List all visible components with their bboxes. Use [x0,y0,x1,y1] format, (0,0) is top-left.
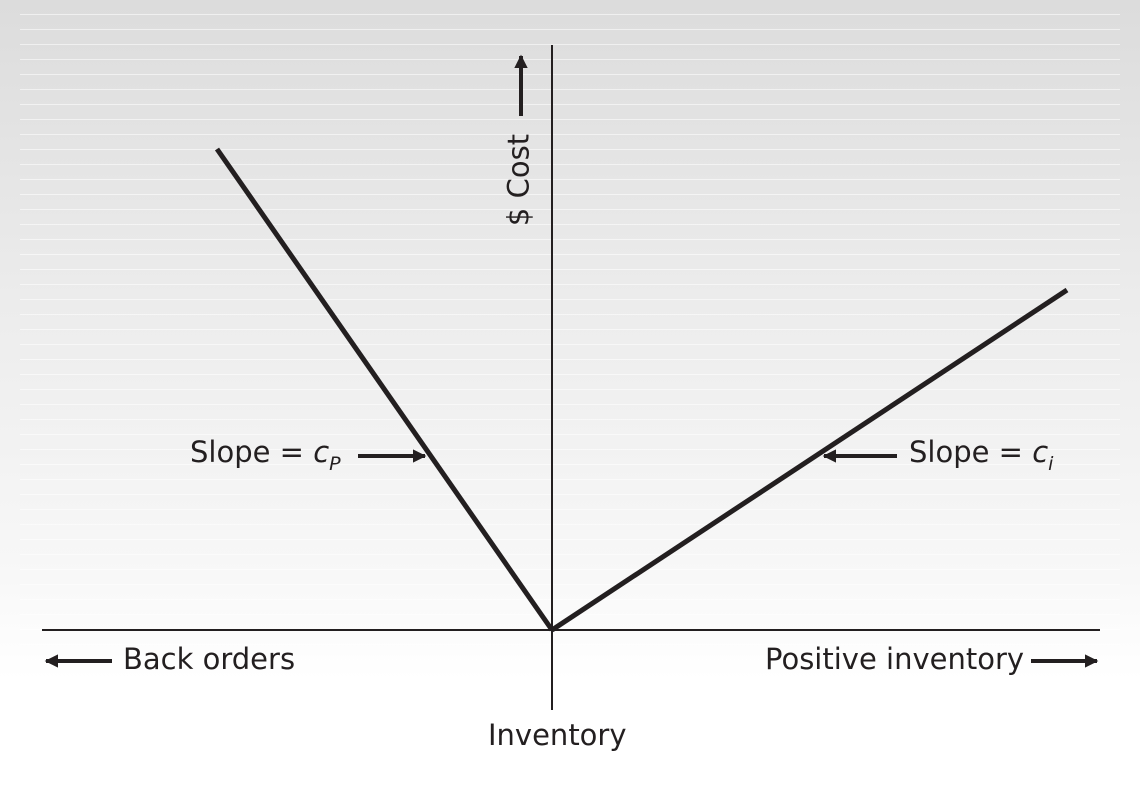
positive-inventory-label: Positive inventory [765,642,1025,676]
back-orders-label: Back orders [123,642,296,676]
slope-cp-prefix: Slope = [190,435,314,469]
backorder-cost-line [214,147,555,632]
slope-cp-symbol: c [313,435,330,469]
y-axis-label: $ Cost [501,133,536,227]
x-axis-label: Inventory [488,718,627,752]
slope-ci-subscript: i [1048,453,1054,475]
slope-cp-label: Slope = cP [190,435,341,474]
slope-ci-label: Slope = ci [909,435,1053,474]
slope-cp-subscript: P [329,453,341,475]
holding-cost-line [550,287,1069,633]
background-stripes [20,0,1120,680]
slope-ci-symbol: c [1032,435,1049,469]
slope-ci-prefix: Slope = [909,435,1033,469]
